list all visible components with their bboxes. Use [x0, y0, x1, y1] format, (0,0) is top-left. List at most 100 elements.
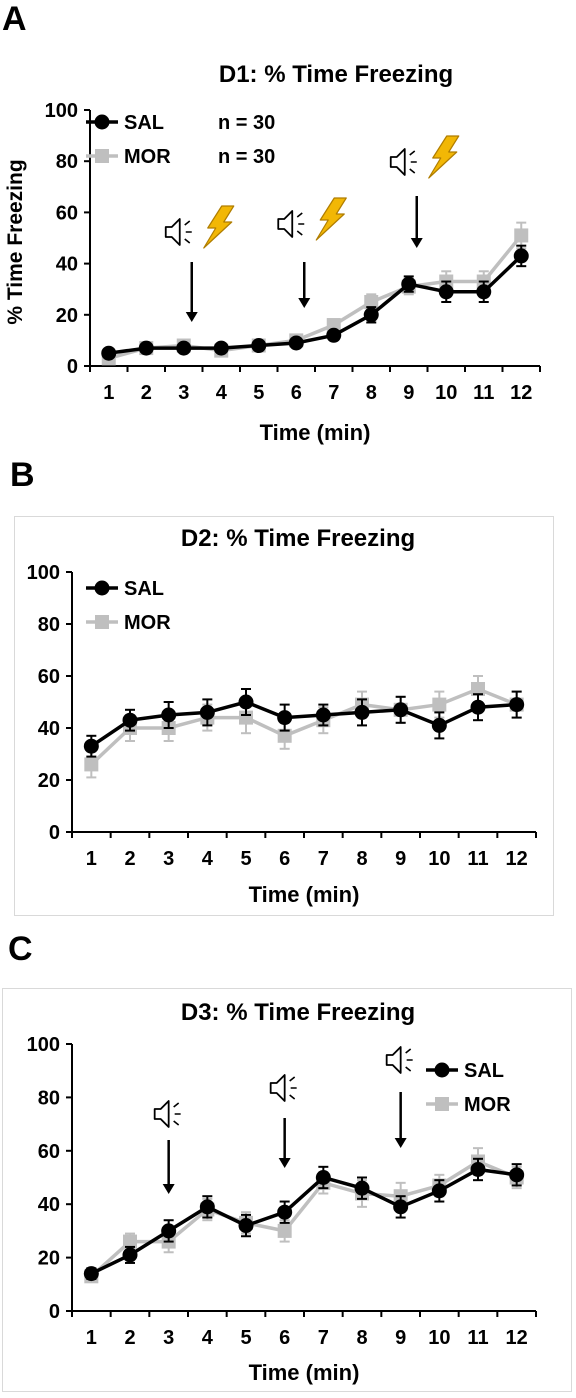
data-point	[251, 338, 267, 354]
x-tick-label: 9	[403, 382, 414, 404]
data-point	[238, 694, 254, 710]
cue-arrow-head	[394, 1138, 407, 1148]
cue-arrow-head	[278, 1158, 291, 1168]
data-point	[122, 712, 138, 728]
data-point	[83, 738, 99, 754]
data-point	[393, 1199, 409, 1215]
legend-marker	[435, 1097, 449, 1111]
legend-marker	[434, 1062, 450, 1078]
chart-title: D2: % Time Freezing	[181, 525, 415, 552]
speaker-body	[153, 1100, 170, 1128]
legend-entry-mor: MOR	[86, 612, 171, 634]
y-tick-label: 100	[27, 562, 60, 584]
x-tick-label: 11	[473, 382, 494, 404]
speaker-waves	[184, 220, 192, 244]
data-point	[161, 1223, 177, 1239]
chart-title: D3: % Time Freezing	[181, 999, 415, 1026]
legend-label: MOR	[464, 1094, 511, 1116]
x-tick-label: 5	[253, 382, 264, 404]
legend-entry-sal: SAL n = 30	[86, 112, 275, 134]
data-point	[123, 1234, 137, 1249]
cue-arrow-head	[185, 312, 198, 322]
x-axis-label: Time (min)	[260, 420, 371, 445]
legend-entry-sal: SAL	[426, 1060, 504, 1082]
data-point	[363, 307, 379, 323]
data-point	[431, 717, 447, 733]
series-line	[90, 1159, 518, 1278]
data-point	[138, 340, 154, 356]
data-point	[326, 318, 341, 333]
speaker-waves	[409, 150, 417, 174]
data-point	[315, 1170, 331, 1185]
lightning-icon	[315, 197, 347, 241]
legend-entry-mor: MOR	[426, 1094, 511, 1116]
legend-label: MOR	[124, 146, 171, 168]
x-tick-label: 4	[216, 382, 228, 404]
legend-entry-sal: SAL	[86, 578, 164, 600]
y-tick-label: 40	[38, 1194, 60, 1216]
legend-marker	[95, 615, 109, 629]
speaker-icon	[153, 1100, 181, 1128]
data-point	[213, 340, 229, 356]
y-axis-label: % Time Freezing	[4, 159, 27, 324]
lightning-shape	[315, 197, 347, 241]
data-point	[101, 345, 117, 361]
speaker-waves	[296, 212, 305, 236]
lightning-icon	[428, 135, 460, 179]
x-tick-label: 1	[86, 848, 97, 870]
data-point	[354, 1180, 370, 1196]
data-point	[277, 710, 293, 726]
y-tick-label: 20	[38, 770, 60, 792]
x-tick-label: 10	[428, 848, 450, 870]
data-point	[470, 1161, 486, 1177]
legend-label: SAL	[124, 112, 164, 134]
x-tick-label: 5	[240, 848, 251, 870]
speaker-body	[277, 210, 294, 238]
speaker-icon	[164, 218, 192, 246]
y-tick-label: 60	[56, 202, 78, 224]
cue-marker-6	[277, 197, 347, 308]
legend-label: MOR	[124, 612, 171, 634]
data-point	[83, 1266, 99, 1282]
data-point	[122, 1247, 138, 1263]
cue-arrow-head	[162, 1184, 175, 1194]
data-point	[431, 1183, 447, 1199]
x-tick-label: 10	[428, 1327, 450, 1349]
x-tick-label: 1	[103, 382, 114, 404]
data-point	[161, 707, 177, 723]
x-tick-label: 1	[86, 1327, 97, 1349]
cue-marker-9	[389, 135, 460, 248]
x-tick-label: 12	[510, 382, 532, 404]
y-tick-label: 20	[56, 305, 78, 327]
data-point	[470, 699, 486, 715]
x-tick-label: 9	[395, 848, 406, 870]
chart-title: D1: % Time Freezing	[219, 61, 453, 88]
x-tick-label: 8	[356, 848, 367, 870]
data-point	[438, 284, 454, 300]
series-line	[90, 1167, 517, 1276]
panel-letter-c: C	[8, 930, 33, 968]
speaker-icon	[277, 210, 305, 238]
data-point	[199, 1199, 215, 1215]
lightning-icon	[203, 205, 235, 249]
y-tick-label: 0	[49, 822, 60, 844]
x-tick-label: 7	[318, 1327, 329, 1349]
y-tick-label: 80	[56, 151, 78, 173]
panel-letter-b: B	[10, 456, 35, 494]
x-tick-label: 4	[202, 848, 214, 870]
cue-marker-9	[385, 1046, 413, 1148]
legend-label: SAL	[464, 1060, 504, 1082]
x-tick-label: 2	[124, 1327, 135, 1349]
data-point	[401, 276, 417, 292]
cue-arrow-head	[410, 238, 423, 248]
x-tick-label: 6	[279, 1327, 290, 1349]
speaker-waves	[289, 1076, 297, 1100]
legend-entry-mor: MOR n = 30	[86, 146, 275, 168]
legend-marker	[94, 580, 110, 596]
panel-b-frame	[14, 516, 554, 916]
x-tick-label: 11	[467, 1327, 488, 1349]
data-point	[364, 295, 379, 309]
speaker-body	[164, 218, 181, 246]
